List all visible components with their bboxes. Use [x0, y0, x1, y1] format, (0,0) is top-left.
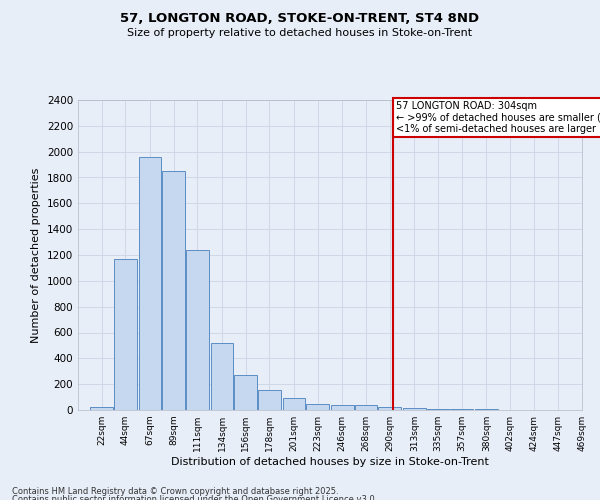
Bar: [355, 405, 377, 410]
Y-axis label: Number of detached properties: Number of detached properties: [31, 168, 41, 342]
Bar: [306, 404, 329, 410]
Bar: [283, 398, 305, 410]
Bar: [186, 250, 209, 410]
Bar: [114, 259, 137, 410]
Bar: [331, 405, 354, 410]
Text: Size of property relative to detached houses in Stoke-on-Trent: Size of property relative to detached ho…: [127, 28, 473, 38]
X-axis label: Distribution of detached houses by size in Stoke-on-Trent: Distribution of detached houses by size …: [171, 457, 489, 467]
Text: Contains HM Land Registry data © Crown copyright and database right 2025.: Contains HM Land Registry data © Crown c…: [12, 488, 338, 496]
Text: Contains public sector information licensed under the Open Government Licence v3: Contains public sector information licen…: [12, 495, 377, 500]
Bar: [378, 407, 401, 410]
Bar: [162, 171, 185, 410]
Bar: [139, 157, 161, 410]
Bar: [258, 390, 281, 410]
Bar: [90, 407, 113, 410]
Text: 57, LONGTON ROAD, STOKE-ON-TRENT, ST4 8ND: 57, LONGTON ROAD, STOKE-ON-TRENT, ST4 8N…: [121, 12, 479, 26]
Bar: [427, 409, 449, 410]
Text: 57 LONGTON ROAD: 304sqm
← >99% of detached houses are smaller (7,368)
<1% of sem: 57 LONGTON ROAD: 304sqm ← >99% of detach…: [396, 102, 600, 134]
Bar: [403, 408, 426, 410]
Bar: [211, 344, 233, 410]
Bar: [234, 375, 257, 410]
